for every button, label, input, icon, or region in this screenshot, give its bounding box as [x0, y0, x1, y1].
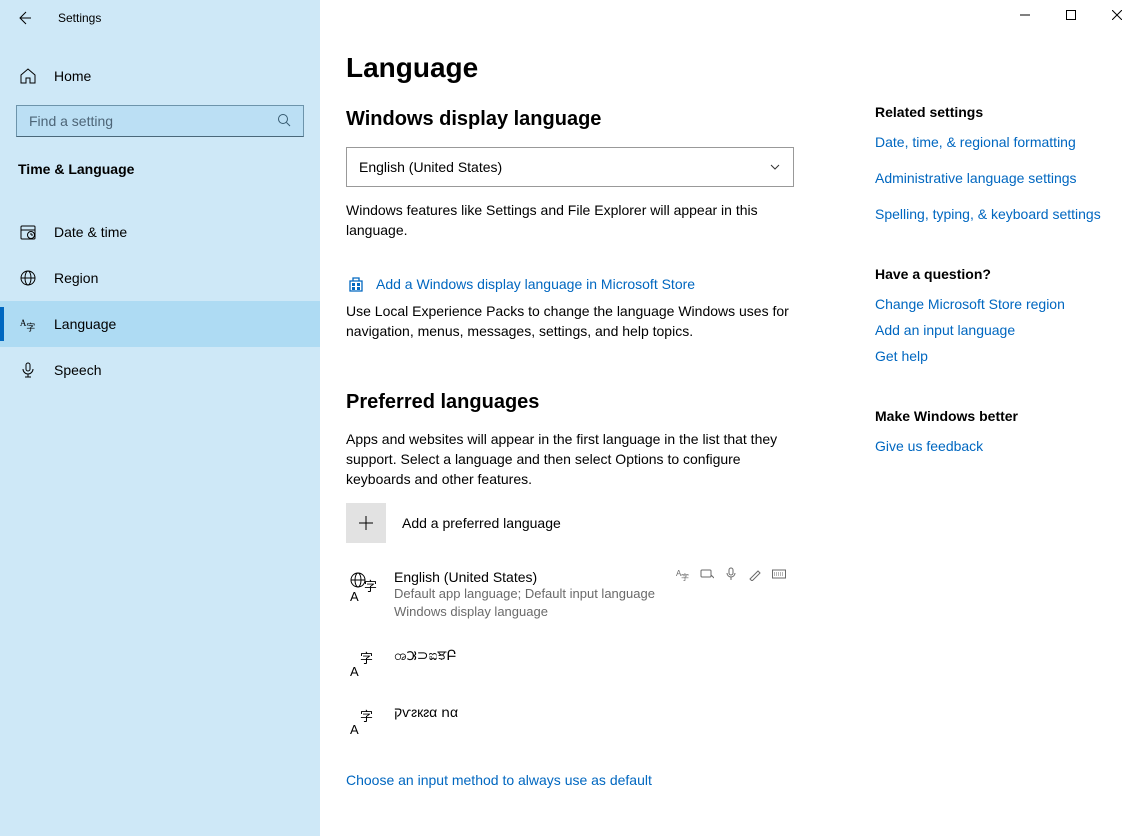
display-language-description: Windows features like Settings and File …: [346, 201, 796, 240]
sidebar-home[interactable]: Home: [0, 57, 320, 95]
display-language-select[interactable]: English (United States): [346, 147, 794, 187]
sidebar: Settings Home Time & Language Date & tim…: [0, 0, 320, 836]
language-icon: A字: [18, 315, 38, 333]
sidebar-item-language[interactable]: A字 Language: [0, 301, 320, 347]
titlebar-left: Settings: [0, 0, 320, 35]
keyboard-cap-icon: [772, 567, 786, 581]
store-description: Use Local Experience Packs to change the…: [346, 302, 796, 341]
language-item[interactable]: 字 A קѵᴤкᴤα ոα: [346, 698, 786, 756]
chevron-down-icon: [769, 161, 781, 173]
rail-link[interactable]: Add an input language: [875, 322, 1115, 338]
sidebar-item-date-time[interactable]: Date & time: [0, 209, 320, 255]
speech-cap-icon: [724, 567, 738, 581]
language-name: ၻ౫⊃ಐਝԲ: [394, 646, 457, 667]
sidebar-section-title: Time & Language: [0, 137, 320, 189]
handwriting-cap-icon: [748, 567, 762, 581]
rail-link[interactable]: Spelling, typing, & keyboard settings: [875, 206, 1115, 222]
language-item[interactable]: 字 A ၻ౫⊃ಐਝԲ: [346, 640, 786, 698]
preferred-description: Apps and websites will appear in the fir…: [346, 430, 786, 489]
minimize-button[interactable]: [1002, 0, 1048, 30]
home-icon: [18, 67, 38, 85]
rail-heading: Make Windows better: [875, 408, 1115, 424]
plus-icon: [346, 503, 386, 543]
language-name: English (United States): [394, 569, 655, 585]
svg-text:A: A: [350, 589, 359, 603]
sidebar-item-region[interactable]: Region: [0, 255, 320, 301]
language-name: קѵᴤкᴤα ոα: [394, 704, 458, 721]
app-title: Settings: [58, 11, 101, 25]
maximize-button[interactable]: [1048, 0, 1094, 30]
language-item-icon: 字 A: [346, 569, 384, 603]
language-item-icon: 字 A: [346, 704, 384, 738]
rail-question: Have a question? Change Microsoft Store …: [875, 266, 1115, 364]
add-language-label: Add a preferred language: [402, 515, 561, 531]
right-rail: Related settings Date, time, & regional …: [875, 104, 1115, 498]
language-sub1: Default app language; Default input lang…: [394, 585, 655, 603]
preferred-heading: Preferred languages: [346, 391, 796, 414]
back-icon[interactable]: [16, 10, 32, 26]
sidebar-item-label: Language: [54, 316, 116, 332]
language-item[interactable]: 字 A English (United States) Default app …: [346, 563, 786, 639]
page-title: Language: [346, 52, 796, 84]
rail-link[interactable]: Get help: [875, 348, 1115, 364]
language-item-text: English (United States) Default app lang…: [394, 569, 655, 621]
rail-heading: Related settings: [875, 104, 1115, 120]
search-box[interactable]: [16, 105, 304, 137]
input-method-link[interactable]: Choose an input method to always use as …: [346, 772, 796, 788]
microphone-icon: [18, 361, 38, 379]
svg-text:字: 字: [360, 651, 373, 666]
store-icon: [346, 274, 366, 294]
svg-text:字: 字: [364, 579, 377, 594]
sidebar-item-label: Region: [54, 270, 98, 286]
svg-text:A: A: [350, 664, 359, 679]
rail-link[interactable]: Date, time, & regional formatting: [875, 134, 1115, 150]
capability-icons: A字: [676, 567, 786, 581]
rail-link[interactable]: Administrative language settings: [875, 170, 1115, 186]
rail-feedback: Make Windows better Give us feedback: [875, 408, 1115, 454]
language-item-text: קѵᴤкᴤα ոα: [394, 704, 458, 721]
sidebar-nav: Date & time Region A字 Language Speech: [0, 209, 320, 393]
sidebar-item-label: Speech: [54, 362, 101, 378]
language-cap-icon: A字: [676, 567, 690, 581]
home-label: Home: [54, 68, 91, 84]
rail-link[interactable]: Give us feedback: [875, 438, 1115, 454]
language-sub2: Windows display language: [394, 603, 655, 621]
tts-cap-icon: [700, 567, 714, 581]
svg-text:字: 字: [26, 321, 35, 332]
display-language-heading: Windows display language: [346, 108, 796, 131]
svg-text:A: A: [350, 722, 359, 737]
search-wrap: [16, 105, 304, 137]
store-link-label: Add a Windows display language in Micros…: [376, 276, 695, 292]
rail-heading: Have a question?: [875, 266, 1115, 282]
language-item-icon: 字 A: [346, 646, 384, 680]
window-controls: [1002, 0, 1140, 30]
close-button[interactable]: [1094, 0, 1140, 30]
rail-link[interactable]: Change Microsoft Store region: [875, 296, 1115, 312]
language-item-text: ၻ౫⊃ಐਝԲ: [394, 646, 457, 667]
store-link-row[interactable]: Add a Windows display language in Micros…: [346, 274, 796, 294]
main-column: Language Windows display language Englis…: [346, 52, 796, 788]
clock-icon: [18, 223, 38, 241]
svg-text:字: 字: [360, 709, 373, 724]
search-input[interactable]: [27, 112, 277, 130]
sidebar-item-label: Date & time: [54, 224, 127, 240]
svg-text:字: 字: [681, 572, 689, 581]
content: Language Windows display language Englis…: [320, 0, 1140, 836]
rail-related: Related settings Date, time, & regional …: [875, 104, 1115, 222]
add-language-row[interactable]: Add a preferred language: [346, 503, 796, 543]
sidebar-item-speech[interactable]: Speech: [0, 347, 320, 393]
globe-icon: [18, 269, 38, 287]
display-language-value: English (United States): [359, 159, 502, 175]
search-icon: [277, 113, 293, 129]
